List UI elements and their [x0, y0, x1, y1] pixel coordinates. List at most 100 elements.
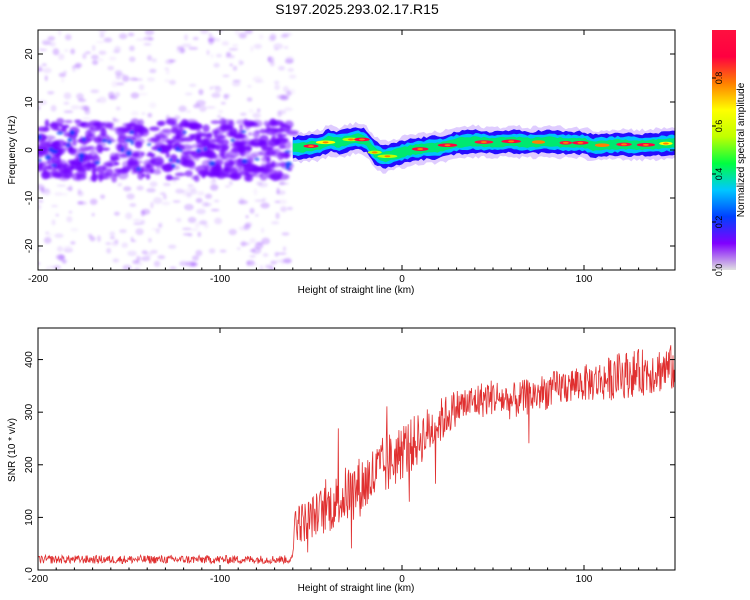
- heatmap-noise-blob: [217, 114, 221, 119]
- heatmap-noise-blob: [240, 240, 247, 247]
- heatmap-noise-peak: [82, 137, 86, 142]
- heatmap-noise-peak: [66, 143, 71, 148]
- heatmap-noise-blob: [240, 60, 244, 65]
- heatmap-noise-blob: [77, 139, 84, 143]
- heatmap-noise-blob: [214, 86, 222, 93]
- heatmap-noise-blob: [238, 144, 246, 154]
- heatmap-noise-blob: [90, 89, 100, 94]
- heatmap-noise-blob: [219, 249, 227, 253]
- heatmap-noise-blob: [123, 141, 129, 146]
- heatmap-noise-blob: [281, 258, 285, 265]
- signal-hotspot-core: [577, 141, 584, 144]
- colorbar-tick-label: 0.2: [714, 216, 724, 229]
- heatmap-noise-blob: [267, 56, 271, 62]
- heatmap-noise-peak: [182, 130, 187, 134]
- heatmap-noise-blob: [188, 133, 195, 138]
- heatmap-noise-blob: [165, 151, 170, 159]
- heatmap-noise-blob: [149, 102, 157, 109]
- heatmap-noise-blob: [188, 83, 197, 87]
- heatmap-noise-blob: [276, 187, 280, 195]
- heatmap-noise-blob: [239, 124, 244, 129]
- heatmap-noise-blob: [67, 166, 75, 170]
- snr-x-axis-label: Height of straight line (km): [298, 583, 415, 594]
- heatmap-noise-blob: [50, 205, 59, 208]
- heatmap-noise-blob: [55, 254, 66, 260]
- heatmap-noise-blob: [157, 120, 168, 126]
- snr-x-ticks: -200 -100 0 100: [28, 328, 676, 585]
- heatmap-y-tick-label: 10: [24, 96, 35, 108]
- heatmap-noise-blob: [212, 168, 221, 177]
- heatmap-noise-blob: [213, 62, 220, 68]
- heatmap-noise-blob: [109, 157, 120, 161]
- heatmap-noise-blob: [169, 79, 176, 85]
- heatmap-noise-blob: [84, 129, 93, 139]
- heatmap-noise-blob: [188, 46, 199, 50]
- heatmap-noise-blob: [159, 192, 166, 196]
- heatmap-noise-blob: [187, 184, 194, 187]
- heatmap-x-ticks: -200 -100 0 100: [28, 30, 676, 285]
- heatmap-noise-blob: [174, 172, 186, 177]
- heatmap-noise-blob: [171, 129, 181, 135]
- heatmap-noise-blob: [145, 163, 151, 169]
- heatmap-noise-blob: [89, 198, 98, 205]
- heatmap-noise-blob: [177, 144, 185, 152]
- heatmap-noise-blob: [63, 92, 72, 100]
- heatmap-noise-blob: [210, 179, 217, 185]
- signal-hotspot-core: [642, 143, 649, 146]
- heatmap-noise-blob: [281, 232, 290, 236]
- heatmap-noise-blob: [265, 123, 271, 133]
- heatmap-noise-blob: [285, 56, 295, 64]
- heatmap-noise-blob: [283, 46, 289, 49]
- heatmap-noise-blob: [146, 77, 156, 82]
- heatmap-noise-blob: [256, 181, 263, 186]
- heatmap-noise-blob: [127, 250, 137, 257]
- heatmap-noise-blob: [253, 188, 258, 196]
- signal-hotspot-core: [384, 155, 391, 158]
- heatmap-noise-peak: [56, 131, 64, 135]
- heatmap-noise-blob: [206, 106, 216, 109]
- heatmap-noise-blob: [51, 169, 58, 176]
- signal-hotspot-core: [308, 145, 314, 148]
- heatmap-noise-blob: [138, 84, 145, 91]
- heatmap-noise-blob: [181, 118, 189, 127]
- heatmap-noise-blob: [223, 163, 230, 172]
- heatmap-noise-blob: [85, 51, 91, 55]
- heatmap-y-tick-label: -10: [24, 190, 35, 205]
- heatmap-x-axis-label: Height of straight line (km): [298, 285, 415, 296]
- heatmap-noise-blob: [238, 59, 243, 66]
- heatmap-noise-peak: [208, 161, 216, 166]
- heatmap-noise-blob: [95, 165, 106, 173]
- heatmap-noise-blob: [260, 227, 265, 234]
- heatmap-noise-blob: [44, 119, 50, 128]
- snr-y-tick-label: 0: [24, 567, 35, 573]
- heatmap-noise-blob: [112, 258, 120, 263]
- heatmap-noise-blob: [202, 137, 210, 142]
- heatmap-noise-blob: [249, 237, 257, 244]
- heatmap-noise-blob: [106, 247, 112, 254]
- heatmap-noise-blob: [147, 112, 153, 118]
- heatmap-noise-blob: [76, 93, 84, 100]
- heatmap-noise-blob: [157, 255, 166, 260]
- heatmap-noise-blob: [140, 256, 151, 262]
- heatmap-noise-blob: [150, 201, 154, 209]
- heatmap-noise-blob: [77, 188, 82, 195]
- signal-hotspot-core: [348, 138, 355, 141]
- heatmap-noise-blob: [109, 56, 117, 61]
- signal-hotspot-core: [662, 142, 669, 145]
- heatmap-noise-blob: [67, 147, 77, 155]
- heatmap-noise-blobs: [38, 30, 299, 270]
- heatmap-noise-blob: [162, 194, 167, 200]
- heatmap-noise-blob: [98, 50, 107, 55]
- heatmap-noise-blob: [100, 147, 110, 151]
- signal-hotspot-core: [417, 148, 424, 151]
- heatmap-noise-blob: [266, 157, 271, 163]
- heatmap-noise-blob: [59, 170, 73, 178]
- heatmap-noise-blob: [46, 91, 55, 94]
- heatmap-noise-blob: [195, 134, 202, 144]
- heatmap-noise-blob: [92, 60, 99, 65]
- heatmap-noise-blob: [56, 147, 66, 152]
- heatmap-noise-blob: [122, 75, 130, 82]
- heatmap-noise-blob: [90, 123, 102, 132]
- heatmap-noise-blob: [70, 227, 79, 232]
- colorbar-tick-label: 0.4: [714, 168, 724, 181]
